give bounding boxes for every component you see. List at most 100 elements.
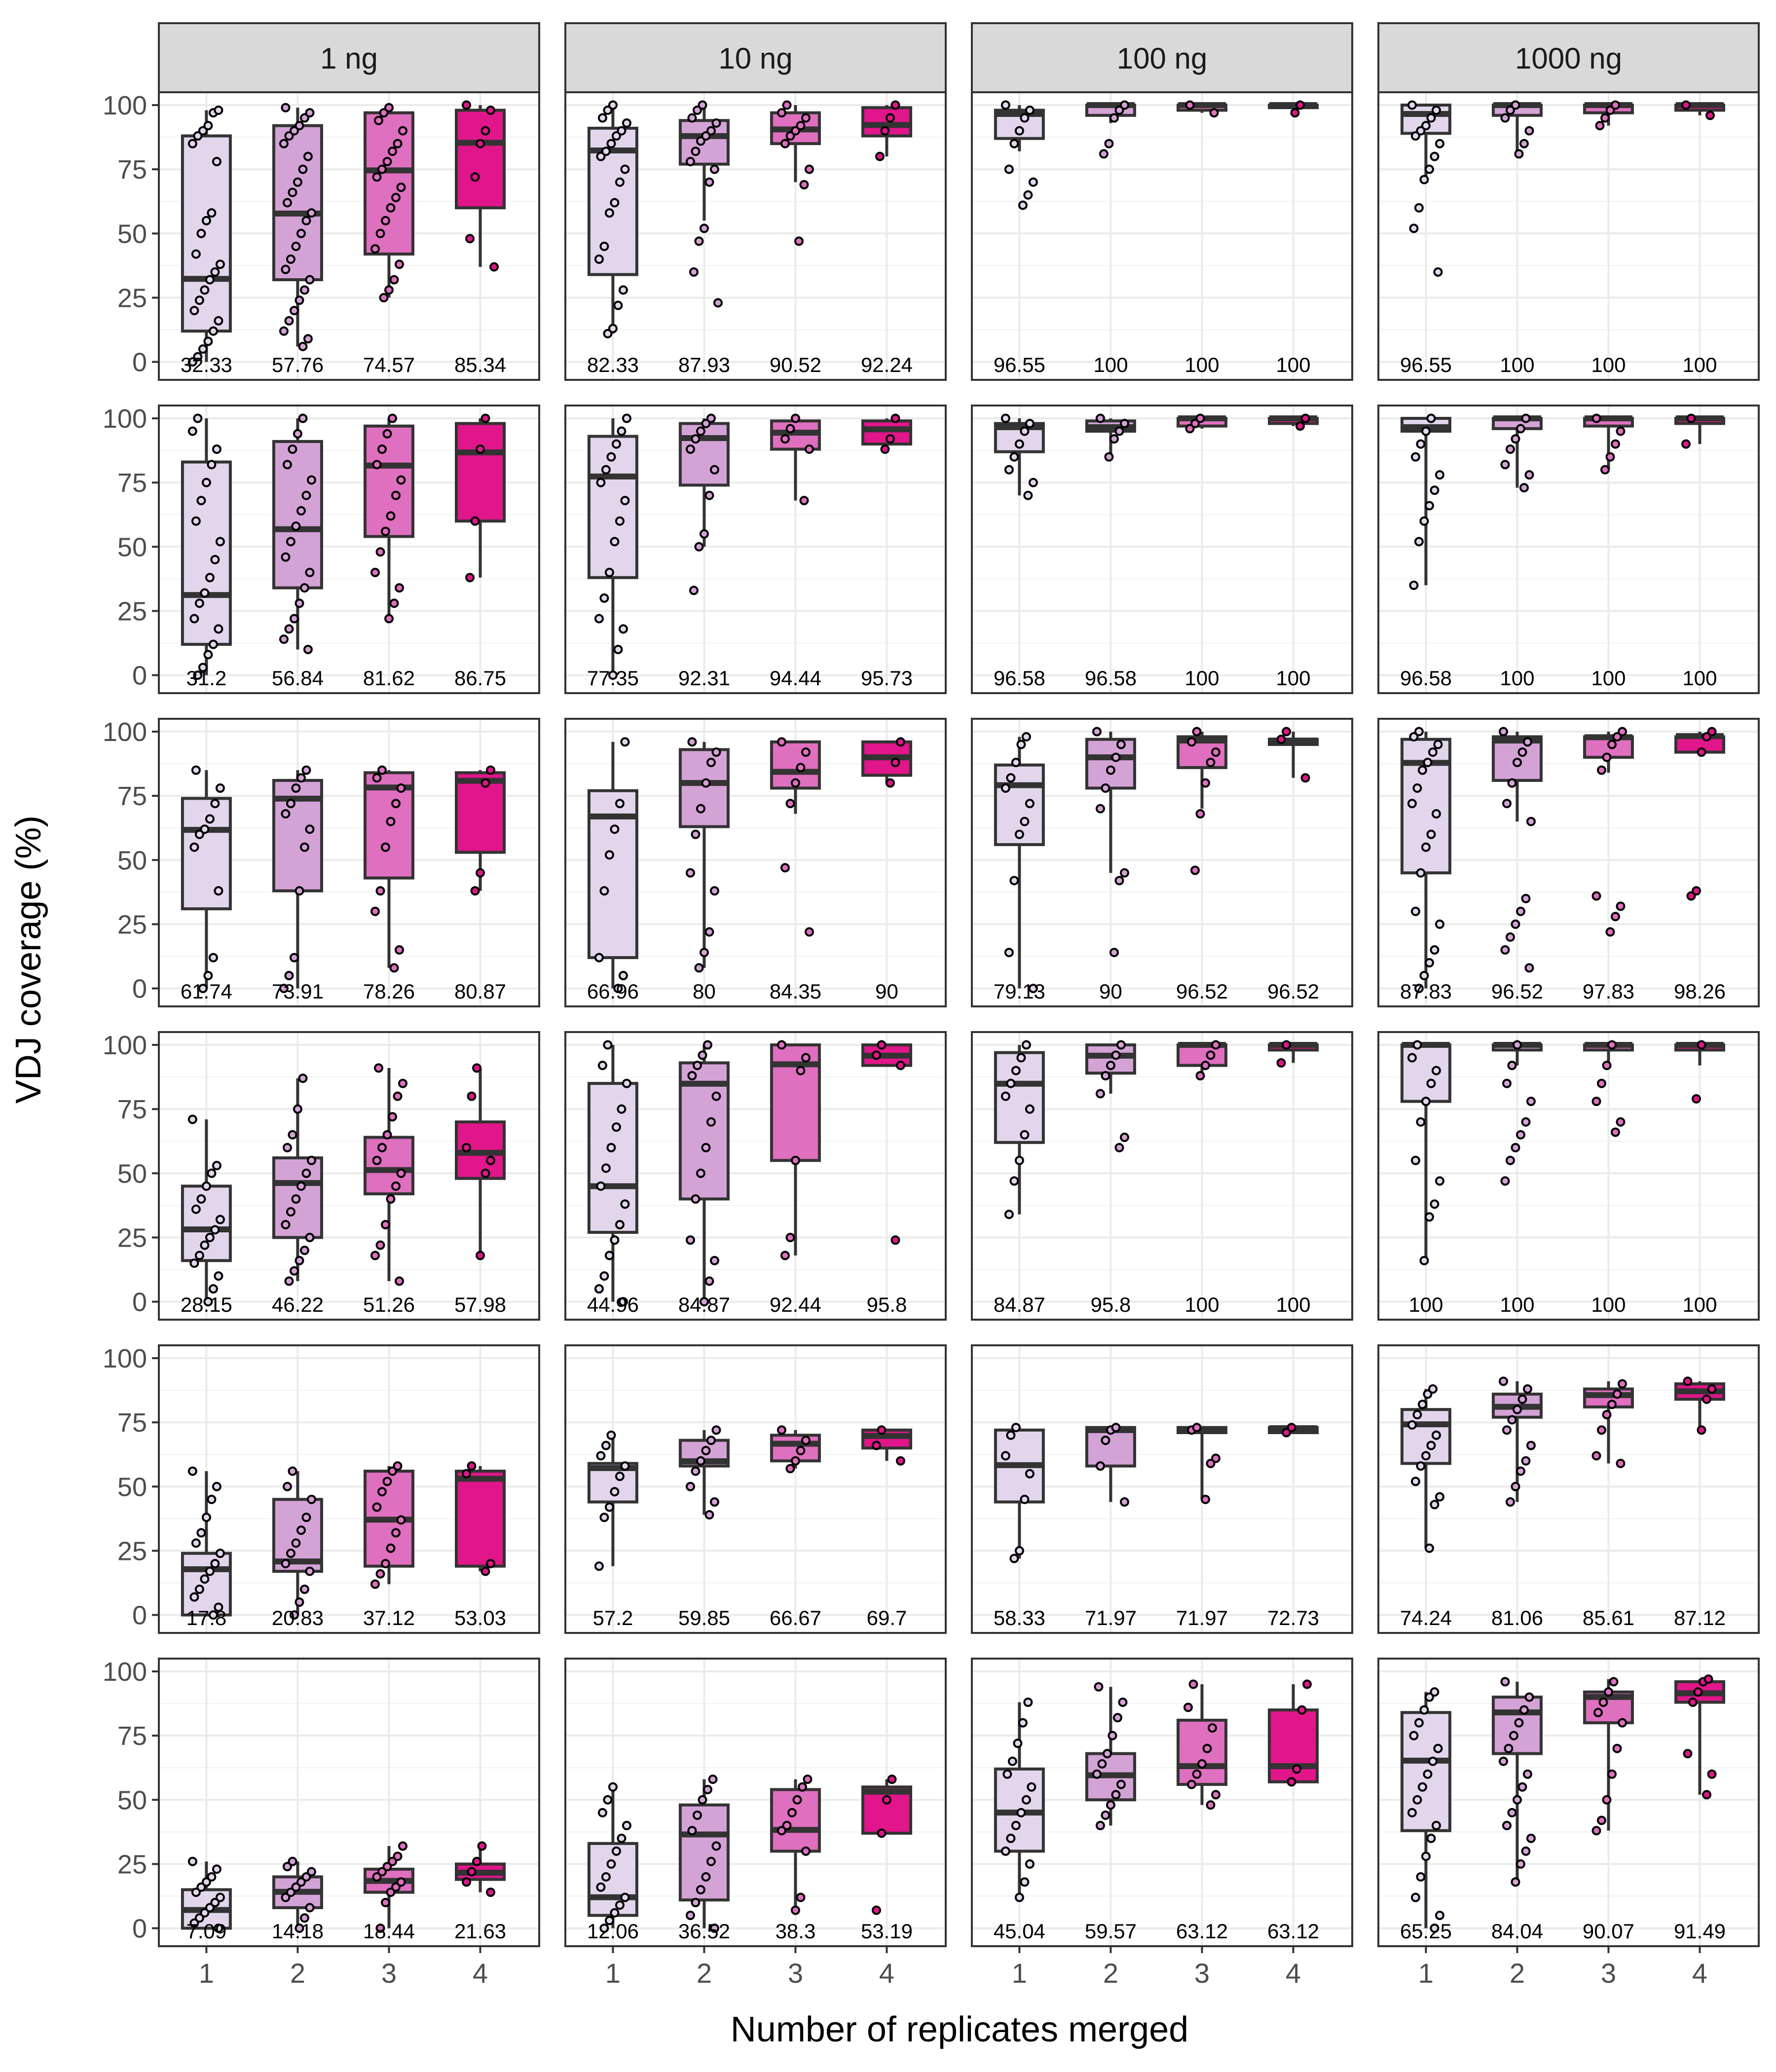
data-point (799, 180, 809, 189)
facet-strip-label: 10 ng (718, 42, 792, 75)
x-tick-label: 4 (473, 1958, 488, 1989)
panel-border (158, 1658, 540, 1947)
y-tick-label: 0 (132, 974, 147, 1004)
data-point (286, 1549, 296, 1558)
data-point (282, 1143, 292, 1152)
data-point (1281, 727, 1291, 737)
data-point (1014, 439, 1024, 449)
data-point (475, 868, 485, 878)
data-point (1006, 1430, 1016, 1440)
data-point (618, 624, 628, 634)
data-point (1021, 1795, 1031, 1805)
data-point (281, 552, 291, 562)
data-point (1430, 1500, 1440, 1510)
median-label: 81.06 (1491, 1606, 1543, 1629)
data-point (599, 1513, 609, 1522)
data-point (1416, 1461, 1426, 1471)
data-point (1410, 1155, 1420, 1165)
panel-border (158, 405, 540, 694)
data-point (214, 1271, 223, 1281)
data-point (1517, 1782, 1527, 1792)
data-point (1433, 267, 1443, 277)
data-point (620, 1199, 630, 1209)
data-point (613, 984, 623, 994)
x-tick-label: 2 (290, 1958, 305, 1989)
data-point (1498, 727, 1508, 737)
box (363, 1136, 414, 1195)
data-point (692, 1811, 702, 1820)
median-label: 100 (1591, 1293, 1626, 1316)
data-point (189, 614, 199, 624)
data-point (1409, 1731, 1419, 1740)
panel-background (1378, 406, 1759, 693)
median-label: 71.97 (1176, 1606, 1228, 1629)
data-point (597, 1808, 607, 1817)
data-point (1009, 1554, 1019, 1563)
box (678, 748, 730, 828)
data-point (1507, 778, 1517, 788)
data-point (214, 886, 223, 896)
data-point (696, 1885, 705, 1894)
data-point (1004, 164, 1014, 174)
data-point (1108, 1731, 1117, 1740)
data-point (1014, 126, 1024, 136)
x-tick-label: 4 (879, 1958, 894, 1989)
median-label: 87.83 (1400, 980, 1452, 1003)
data-point (284, 1276, 294, 1286)
data-point (796, 763, 806, 773)
data-point (622, 1078, 631, 1088)
y-tick-label: 100 (103, 1657, 147, 1687)
data-point (481, 1566, 490, 1576)
data-point (298, 1073, 308, 1083)
median-label: 96.52 (1176, 980, 1228, 1003)
data-point (1016, 1808, 1026, 1817)
median-label: 17.8 (186, 1606, 227, 1629)
median-label: 96.52 (1491, 980, 1543, 1003)
data-point (208, 1610, 218, 1620)
data-point (489, 262, 499, 272)
data-point (1596, 1815, 1606, 1825)
data-point (196, 496, 206, 506)
median-label: 32.33 (181, 353, 232, 376)
box (994, 763, 1045, 847)
median-label: 69.7 (867, 1606, 907, 1629)
data-point (599, 886, 609, 896)
data-point (214, 1602, 223, 1612)
data-point (1276, 1058, 1286, 1068)
median-label: 100 (1591, 666, 1626, 690)
y-axis-label: VDJ coverage (%) (9, 815, 48, 1104)
data-point (1498, 1756, 1508, 1766)
data-point (706, 1436, 716, 1445)
y-tick-label: 50 (117, 1472, 147, 1502)
data-point (1276, 735, 1286, 744)
data-point (377, 1487, 387, 1497)
data-point (618, 285, 628, 295)
median-label: 96.55 (994, 353, 1045, 376)
data-point (305, 567, 315, 577)
data-point (1414, 537, 1424, 547)
median-label: 81.62 (363, 666, 415, 690)
median-label: 96.58 (1085, 666, 1137, 690)
data-point (1292, 1764, 1301, 1774)
data-point (1426, 1833, 1436, 1843)
data-point (1111, 752, 1121, 762)
median-label: 85.34 (454, 353, 506, 376)
data-point (293, 177, 302, 187)
data-point (597, 113, 607, 123)
data-point (1297, 1705, 1307, 1715)
panel-border (564, 91, 947, 381)
data-point (1025, 418, 1035, 428)
data-point (288, 187, 297, 197)
data-point (214, 1924, 223, 1933)
data-point (1006, 1078, 1016, 1088)
data-point (617, 426, 627, 436)
data-point (785, 1232, 795, 1242)
data-point (704, 1510, 714, 1520)
data-point (485, 1887, 495, 1897)
data-point (1014, 1546, 1024, 1555)
data-point (1095, 804, 1105, 814)
data-point (694, 236, 704, 246)
data-point (1000, 1091, 1010, 1101)
data-point (1417, 1400, 1427, 1409)
median-label: 53.03 (454, 1606, 506, 1629)
